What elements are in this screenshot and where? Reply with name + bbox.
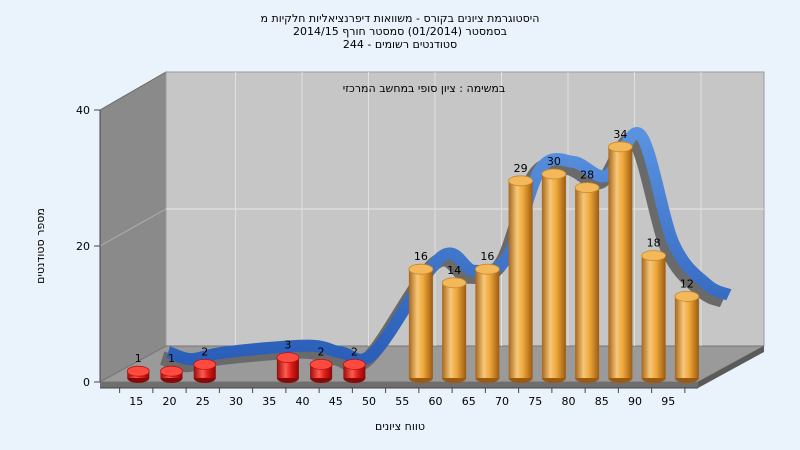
chart-title-line-2: בסמסטר (01/2014) סמסטר חורף 2014/15 [293,25,507,38]
bar-data-label: 18 [647,237,661,250]
bar-data-label: 2 [351,345,358,358]
x-tick-label: 20 [163,395,177,408]
bar-top [193,358,217,370]
x-tick-label: 55 [395,395,409,408]
bar-data-label: 16 [414,250,428,263]
y-tick-label: 0 [83,376,90,389]
bar-data-label: 12 [680,277,694,290]
chart-annotation: במשימה : ציון סופי במחשב המרכזי [343,82,506,95]
bar-top [541,168,567,180]
bar-top [309,358,333,370]
bar-top [674,290,700,302]
bar-body [442,282,467,378]
bar: 29 [508,162,534,383]
chart-title-line-1: היסטוגרמת ציונים בקורס - משוואות דיפרנצי… [261,12,540,25]
bar: 16 [474,250,500,383]
bar-top [607,141,633,153]
bar-body [276,357,299,378]
bar: 14 [441,264,467,383]
bar: 1 [126,352,150,383]
bar-top [641,250,667,262]
x-tick-label: 50 [362,395,376,408]
bar-top [474,263,500,275]
bar-body [475,269,500,378]
bar: 28 [574,169,600,383]
bar-body [508,180,533,378]
bar-body [608,146,633,378]
x-tick-label: 40 [296,395,310,408]
y-axis-ticks: 0 20 40 [76,104,100,389]
bar-data-label: 30 [547,155,561,168]
bar-data-label: 28 [580,169,594,182]
bar-body [641,255,666,378]
y-axis-label: מספר סטודנטים [34,208,47,284]
x-tick-label: 45 [329,395,343,408]
y-tick-label: 20 [76,240,90,253]
gridline-side [99,208,167,247]
x-tick-label: 65 [462,395,476,408]
x-tick-label: 70 [495,395,509,408]
x-tick-label: 95 [661,395,675,408]
x-tick-label: 25 [196,395,210,408]
bar: 3 [276,339,300,383]
bar-body [408,269,433,378]
bar-top [342,358,366,370]
bar: 1 [160,352,183,383]
x-tick-label: 90 [628,395,642,408]
title-block: היסטוגרמת ציונים בקורס - משוואות דיפרנצי… [261,12,540,51]
bar-top [126,365,150,377]
bar-top [276,352,300,364]
bar-data-label: 34 [613,128,627,141]
bar-body [575,187,600,378]
x-axis-label: טווח ציונים [375,420,425,433]
bar: 2 [342,345,366,383]
bar-top [160,365,183,377]
bar: 30 [541,155,567,383]
y-tick-label: 40 [76,104,90,117]
x-tick-label: 80 [562,395,576,408]
bar-body [541,174,566,378]
bar-top [408,263,434,275]
bar: 34 [607,128,633,383]
bar-data-label: 3 [284,339,291,352]
chart-title-line-3: סטודנטים רשומים - 244 [343,38,457,51]
x-tick-label: 85 [595,395,609,408]
bar-top [574,182,600,194]
x-tick-label: 35 [262,395,276,408]
x-tick-label: 30 [229,395,243,408]
bar-top [441,277,467,289]
bar: 12 [674,277,700,383]
bar: 2 [193,345,217,383]
bar-data-label: 2 [318,345,325,358]
floor-edge [100,382,698,388]
x-tick-label: 75 [528,395,542,408]
x-axis-ticks: 15 20 25 30 35 40 45 50 55 60 65 70 75 80 85 90 95 [100,387,698,408]
bar: 16 [408,250,434,383]
bar-data-label: 1 [135,352,142,365]
bar-top [508,175,534,187]
bar-data-label: 2 [201,345,208,358]
x-tick-label: 60 [429,395,443,408]
bar-data-label: 29 [514,162,528,175]
bar: 18 [641,237,667,383]
bar-data-label: 16 [480,250,494,263]
bar-data-label: 1 [168,352,175,365]
bar-data-label: 14 [447,264,461,277]
x-tick-label: 15 [129,395,143,408]
bar: 2 [309,345,333,383]
bar-body [674,296,699,378]
floor-edge-right [698,346,764,388]
